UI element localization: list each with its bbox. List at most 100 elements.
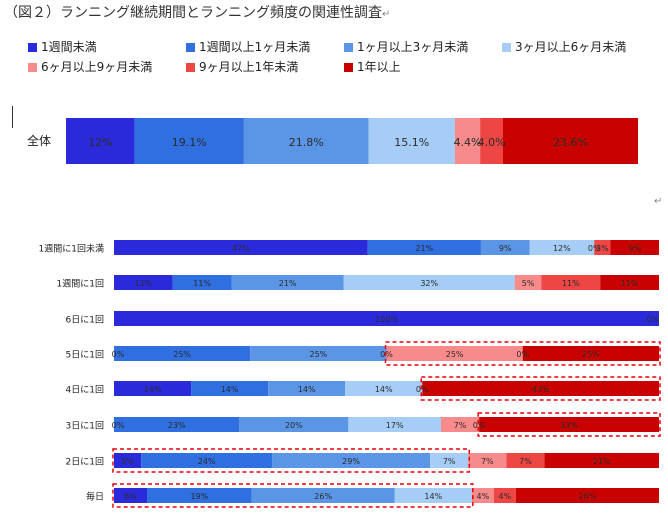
bar-segment [386,346,523,361]
highlight-box [477,412,661,437]
bar-segment [231,275,344,290]
bar-segment [600,275,659,290]
data-label: 14% [221,385,239,394]
data-label: 21% [279,279,297,288]
data-label: 0% [588,244,601,253]
data-label: 7% [519,457,532,466]
highlight-box [112,448,470,473]
data-label: 11% [134,279,152,288]
data-label: 19% [190,492,208,501]
bar-segment [343,275,515,290]
bar-segment [422,381,659,396]
data-label: 29% [342,457,360,466]
bar-segment [479,417,659,432]
return-mark-icon: ↵ [382,9,391,20]
chart-title-text: （図２）ランニング継続期間とランニング頻度の関連性調査 [4,5,382,21]
return-mark-icon: ↵ [654,196,663,207]
data-label: 26% [314,492,332,501]
bar-segment [172,275,232,290]
bar-segment [239,417,349,432]
bar-segment [251,488,395,503]
data-label: 21% [415,244,433,253]
data-label: 5% [522,279,535,288]
data-label: 43% [532,385,550,394]
bar-segment [506,453,545,468]
legend-swatch [344,63,353,72]
bar-segment [191,381,269,396]
bar-segment [480,118,504,164]
legend-item: 1週間未満 [28,40,97,54]
legend-label: 1ヶ月以上3ヶ月未満 [357,40,469,54]
legend-swatch [502,43,511,52]
category-label: 2日に1回 [66,457,104,468]
legend-label: 1週間未満 [41,40,97,54]
bar-segment [272,453,431,468]
bar-segment [141,453,273,468]
legend-swatch [344,43,353,52]
bar-segment [514,275,542,290]
data-label: 4% [476,492,489,501]
data-label: 0% [112,421,125,430]
data-label: 11% [621,279,639,288]
bar-segment [594,240,611,255]
data-label: 7% [443,457,456,466]
data-label: 14% [144,385,162,394]
data-label: 0% [647,315,660,324]
data-label: 24% [198,457,216,466]
category-label: 毎日 [86,491,104,503]
data-label: 47% [232,244,250,253]
data-label: 0% [112,350,125,359]
bar-segment [493,488,516,503]
bar-segment [480,240,530,255]
bar-segment [471,488,494,503]
bar-segment [268,381,346,396]
category-label: 3日に1回 [66,421,104,432]
bar-segment [243,118,369,164]
data-label: 25% [446,350,464,359]
bar-segment [114,381,192,396]
legend-swatch [186,63,195,72]
highlight-box [384,341,661,366]
category-label: 1週間に1回未満 [39,243,104,255]
data-label: 100% [375,315,398,324]
data-label: 11% [562,279,580,288]
data-label: 14% [375,385,393,394]
legend-label: 9ヶ月以上1年未満 [199,60,299,74]
data-label: 3% [596,244,609,253]
category-label: 4日に1回 [66,385,104,396]
data-label: 11% [193,279,211,288]
bar-segment [529,240,595,255]
category-label: 全体 [27,133,51,148]
data-label: 12% [88,136,112,149]
data-label: 21.8% [289,136,324,149]
legend-item: 9ヶ月以上1年未満 [186,60,298,74]
data-label: 4.0% [478,136,506,149]
bar-segment [367,240,481,255]
data-label: 25% [582,350,600,359]
data-label: 5% [121,457,134,466]
bar-segment [114,346,251,361]
bar-segment [368,118,455,164]
bar-segment [515,488,659,503]
data-label: 4.4% [454,136,482,149]
highlight-box [112,483,474,508]
legend-item: 3ヶ月以上6ヶ月未満 [502,40,626,54]
legend-label: 3ヶ月以上6ヶ月未満 [515,40,627,54]
bar-segment [454,118,481,164]
chart-title: （図２）ランニング継続期間とランニング頻度の関連性調査↵ [4,2,390,22]
data-label: 23.6% [553,136,588,149]
data-label: 23% [168,421,186,430]
data-label: 6% [124,492,137,501]
data-label: 9% [628,244,641,253]
data-label: 20% [285,421,303,430]
legend-item: 1週間以上1ヶ月未満 [186,40,310,54]
category-label: 5日に1回 [66,350,104,361]
data-label: 14% [298,385,316,394]
bar-segment [503,118,638,164]
data-label: 7% [481,457,494,466]
legend: 1週間未満 1週間以上1ヶ月未満 1ヶ月以上3ヶ月未満 3ヶ月以上6ヶ月未満 6ヶ月以上… [28,40,668,80]
legend-item: 1ヶ月以上3ヶ月未満 [344,40,468,54]
data-label: 19.1% [172,136,207,149]
legend-label: 6ヶ月以上9ヶ月未満 [41,60,153,74]
data-label: 17% [386,421,404,430]
